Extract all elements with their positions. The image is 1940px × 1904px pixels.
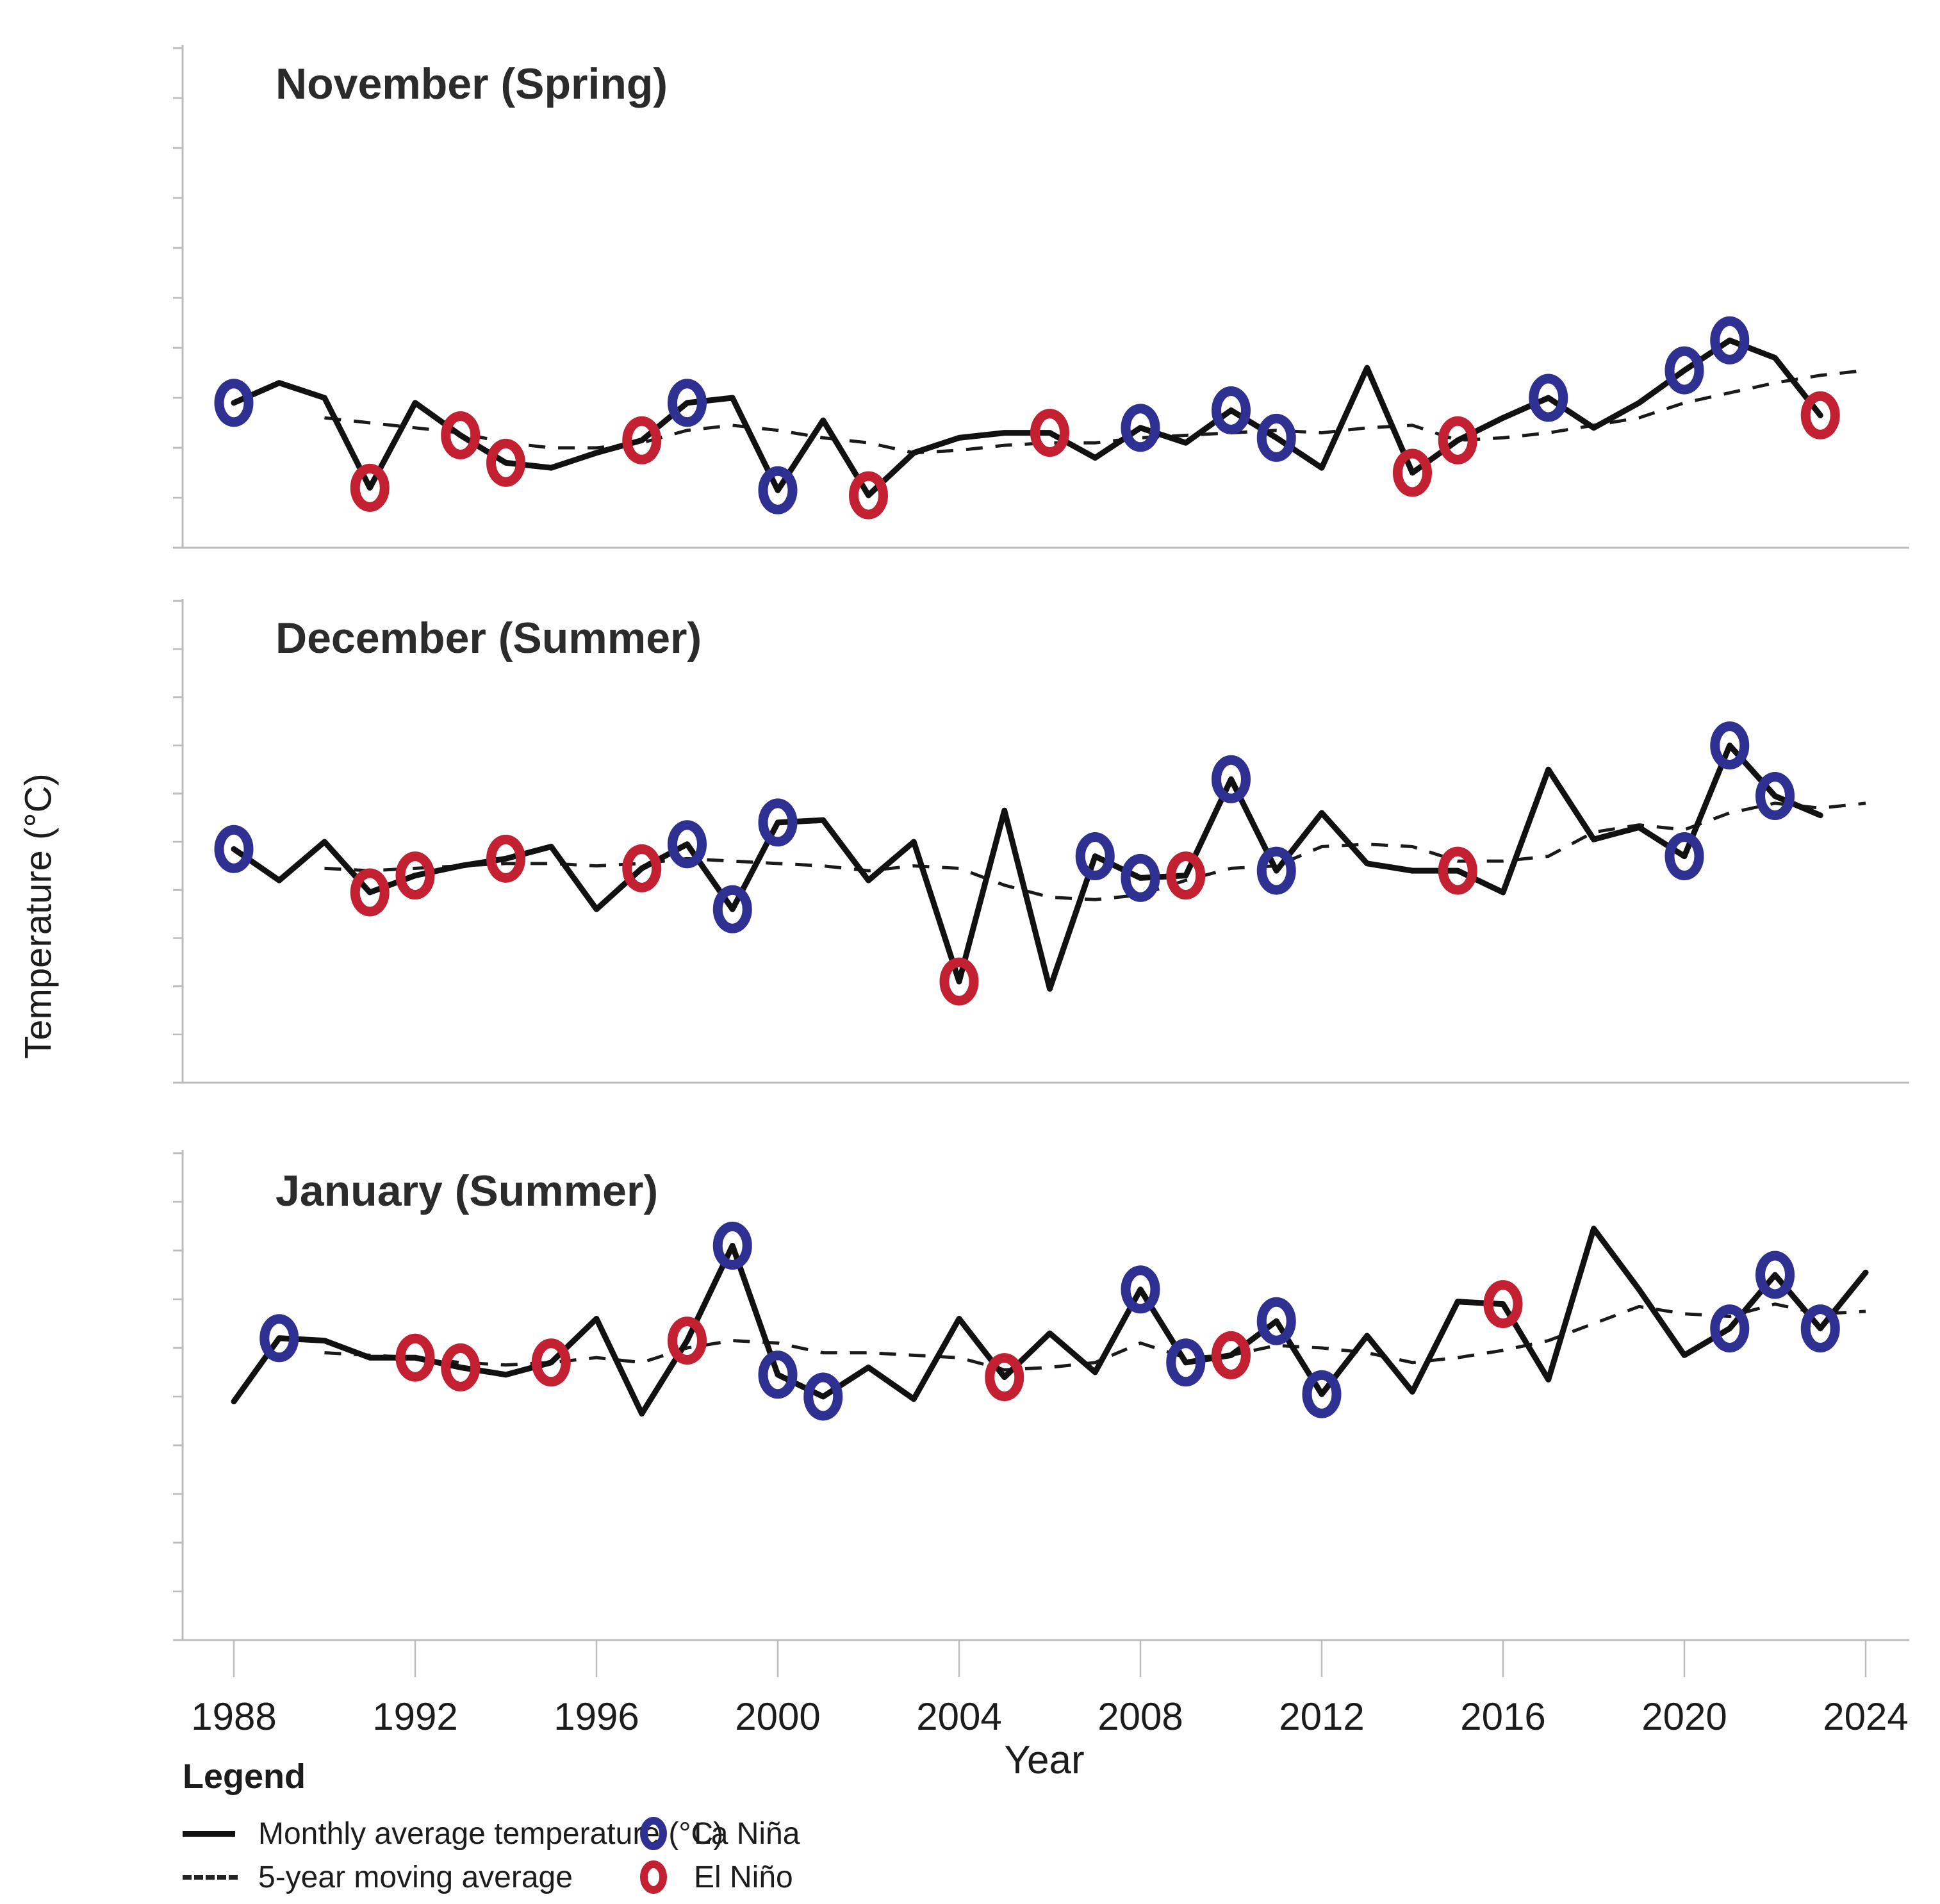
svg-text:2008: 2008 [1097, 1695, 1183, 1738]
la-nina-marker-icon [640, 1817, 667, 1850]
solid-line-swatch-icon [183, 1830, 235, 1837]
november-chart: 141618202224 [173, 45, 1909, 549]
legend-label-el-nino: El Niño [694, 1860, 793, 1894]
svg-text:1988: 1988 [191, 1695, 276, 1738]
panel-january: 1416182022241988199219962000200420082012… [173, 1150, 1932, 1759]
legend-row-1: Monthly average temperature (°C) La Niña [183, 1813, 1720, 1854]
legend-el-nino-entry: El Niño [639, 1859, 793, 1896]
svg-text:2000: 2000 [735, 1695, 820, 1738]
panel-title-november: November (Spring) [275, 60, 668, 108]
dashed-line-swatch-icon [183, 1875, 238, 1880]
legend-row-2: 5-year moving average El Niño [183, 1857, 1720, 1898]
svg-text:1992: 1992 [372, 1695, 457, 1738]
legend-label-moving-average: 5-year moving average [258, 1860, 573, 1894]
svg-text:2020: 2020 [1641, 1695, 1727, 1738]
legend-label-la-nina: La Niña [694, 1816, 800, 1851]
x-axis-title: Year [1004, 1738, 1085, 1782]
svg-text:2024: 2024 [1823, 1695, 1908, 1738]
panel-title-december: December (Summer) [275, 614, 702, 662]
svg-text:2016: 2016 [1460, 1695, 1545, 1738]
december-chart: 141618202224 [173, 599, 1909, 1084]
legend: Legend Monthly average temperature (°C) … [183, 1757, 1720, 1898]
el-nino-marker-icon [640, 1860, 667, 1894]
legend-la-nina-entry: La Niña [639, 1815, 800, 1852]
svg-text:2012: 2012 [1279, 1695, 1364, 1738]
panel-december: 141618202224 [173, 599, 1932, 1118]
legend-title: Legend [183, 1757, 306, 1796]
panel-november: 141618202224 [173, 45, 1932, 570]
svg-text:1996: 1996 [554, 1695, 639, 1738]
january-chart: 1416182022241988199219962000200420082012… [173, 1150, 1909, 1738]
svg-text:2004: 2004 [916, 1695, 1001, 1738]
panel-title-january: January (Summer) [275, 1167, 659, 1215]
y-axis-title: Temperature (°C) [17, 773, 60, 1059]
